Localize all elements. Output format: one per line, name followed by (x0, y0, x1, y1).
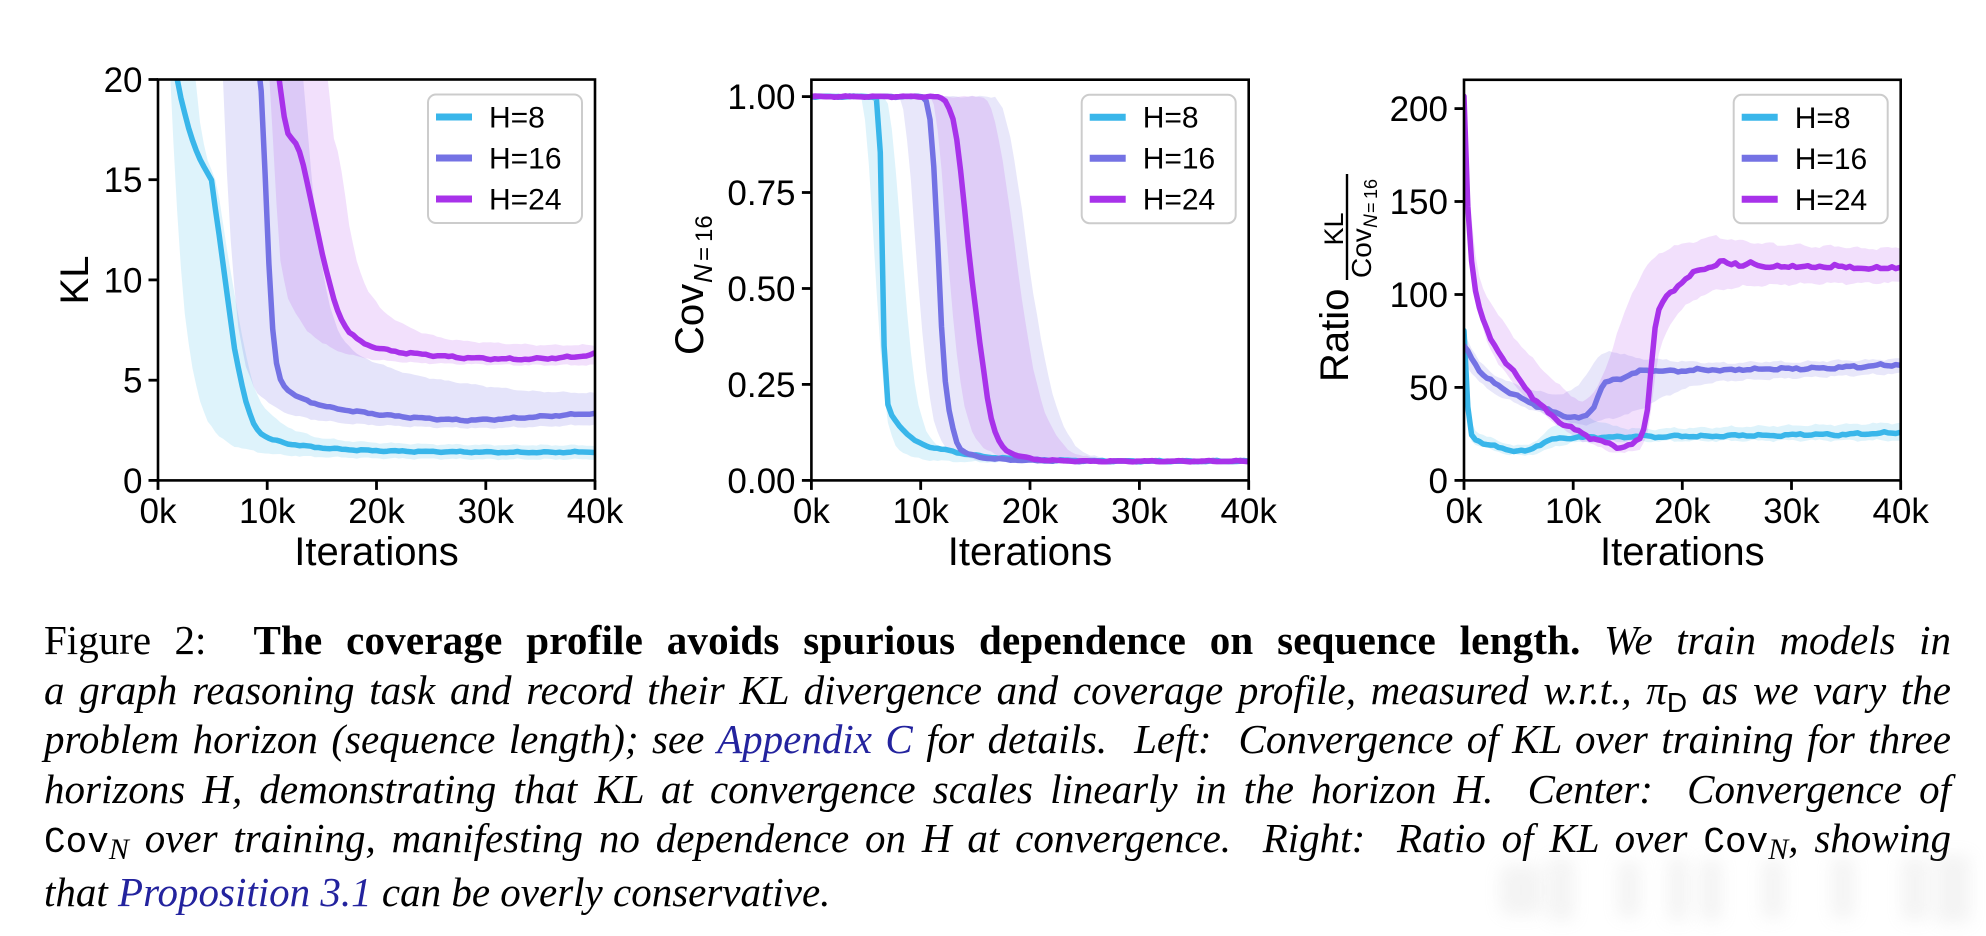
svg-text:N: N (1361, 214, 1382, 228)
svg-text:N: N (688, 264, 718, 283)
svg-text:H=16: H=16 (489, 143, 562, 176)
svg-text:20: 20 (104, 61, 143, 100)
svg-text:5: 5 (123, 362, 142, 401)
svg-text:=: = (1361, 202, 1381, 213)
svg-text:50: 50 (1409, 369, 1448, 408)
svg-text:Cov: Cov (1346, 228, 1377, 278)
svg-text:H=8: H=8 (1795, 102, 1851, 135)
svg-text:0: 0 (1429, 462, 1448, 501)
svg-text:100: 100 (1390, 276, 1448, 315)
svg-text:Iterations: Iterations (294, 530, 459, 574)
svg-text:0k: 0k (1446, 492, 1483, 531)
svg-text:0k: 0k (140, 492, 177, 531)
svg-text:20k: 20k (1654, 492, 1711, 531)
svg-text:40k: 40k (1220, 492, 1277, 531)
svg-text:150: 150 (1390, 183, 1448, 222)
svg-text:40k: 40k (1872, 492, 1929, 531)
svg-text:H=8: H=8 (489, 102, 545, 135)
svg-text:=: = (691, 247, 718, 261)
svg-text:20k: 20k (348, 492, 405, 531)
svg-text:16: 16 (1361, 179, 1381, 199)
svg-text:10k: 10k (892, 492, 949, 531)
svg-text:H=8: H=8 (1143, 102, 1199, 135)
svg-text:30k: 30k (458, 492, 515, 531)
svg-text:H=24: H=24 (489, 184, 562, 217)
svg-text:KL: KL (1319, 212, 1349, 245)
svg-text:15: 15 (104, 161, 143, 200)
svg-text:0.25: 0.25 (727, 366, 795, 405)
svg-text:30k: 30k (1763, 492, 1820, 531)
svg-text:H=24: H=24 (1795, 184, 1868, 217)
svg-text:0: 0 (123, 462, 142, 501)
svg-text:10: 10 (104, 261, 143, 300)
svg-text:0.75: 0.75 (727, 174, 795, 213)
svg-text:Ratio: Ratio (1313, 289, 1357, 382)
svg-text:200: 200 (1390, 90, 1448, 129)
svg-text:10k: 10k (1545, 492, 1602, 531)
svg-text:20k: 20k (1002, 492, 1059, 531)
svg-text:H=16: H=16 (1795, 143, 1868, 176)
svg-text:H=24: H=24 (1143, 184, 1216, 217)
svg-text:0k: 0k (793, 492, 830, 531)
svg-text:H=16: H=16 (1143, 143, 1216, 176)
svg-text:40k: 40k (567, 492, 624, 531)
svg-text:1.00: 1.00 (727, 78, 795, 117)
svg-text:0.50: 0.50 (727, 270, 795, 309)
svg-text:10k: 10k (239, 492, 296, 531)
svg-text:0.00: 0.00 (727, 462, 795, 501)
svg-text:Cov: Cov (668, 284, 712, 355)
svg-text:Iterations: Iterations (948, 530, 1113, 574)
svg-text:16: 16 (691, 215, 718, 242)
svg-text:KL: KL (53, 256, 97, 305)
svg-text:30k: 30k (1111, 492, 1168, 531)
svg-text:Iterations: Iterations (1600, 530, 1765, 574)
